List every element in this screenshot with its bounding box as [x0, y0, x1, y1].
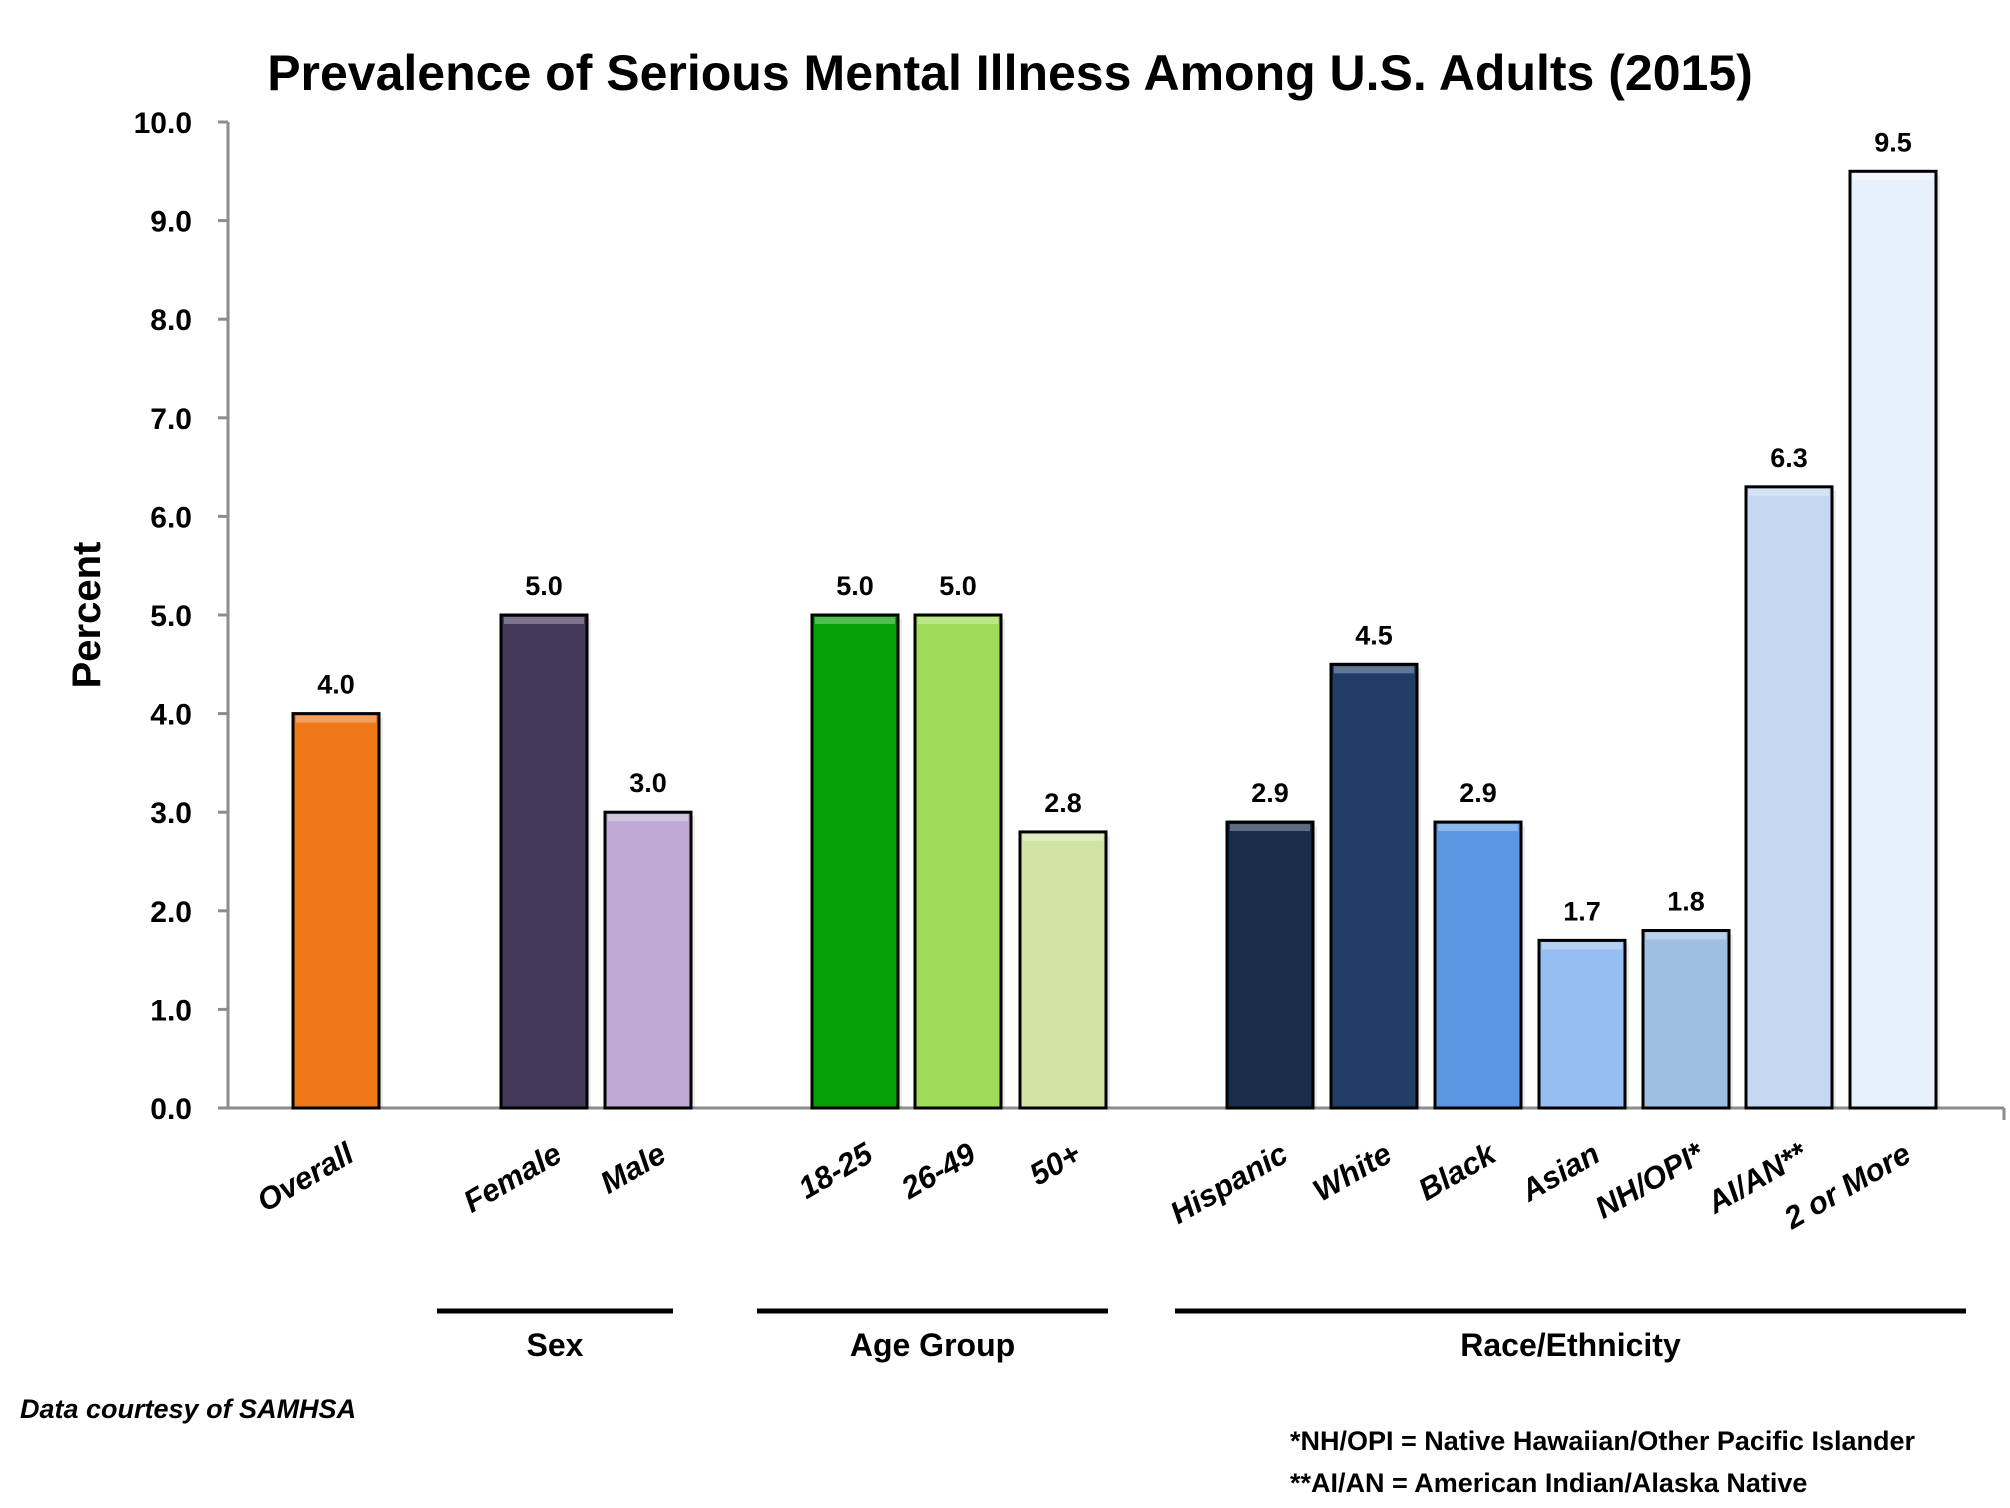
bar — [913, 613, 1003, 1110]
y-tick-label: 9.0 — [150, 206, 192, 239]
bar-2-or-more — [1848, 169, 1940, 1110]
category-label: Hispanic — [1164, 1136, 1293, 1231]
category-label: Male — [594, 1136, 671, 1201]
bars — [291, 169, 1940, 1110]
data-label: 4.5 — [1355, 620, 1393, 650]
y-tick-label: 5.0 — [150, 600, 192, 633]
y-axis-label: Percent — [65, 542, 109, 689]
bar-hispanic — [1225, 820, 1317, 1110]
y-tick-label: 10.0 — [134, 107, 192, 140]
data-label: 5.0 — [836, 571, 874, 601]
footnote-nhopi: *NH/OPI = Native Hawaiian/Other Pacific … — [1290, 1426, 1915, 1456]
data-label: 1.8 — [1667, 887, 1705, 917]
data-label: 2.9 — [1459, 778, 1497, 808]
group-brackets: Sex Age Group Race/Ethnicity — [437, 1308, 1966, 1363]
data-label: 2.8 — [1044, 788, 1082, 818]
y-tick-label: 7.0 — [150, 403, 192, 436]
data-label: 2.9 — [1251, 778, 1289, 808]
category-labels: Overall Female Male 18-25 26-49 50+ Hispanic Wh… — [251, 1135, 1917, 1237]
bar — [499, 613, 589, 1110]
y-tick-label: 6.0 — [150, 501, 192, 534]
bar-male — [603, 810, 695, 1110]
data-label: 6.3 — [1770, 443, 1808, 473]
category-label: NH/OPI* — [1589, 1135, 1711, 1226]
category-label: 50+ — [1023, 1136, 1086, 1193]
y-tick-label: 3.0 — [150, 797, 192, 830]
bar — [810, 613, 900, 1110]
bar-26-49 — [913, 613, 1005, 1110]
bar — [1018, 830, 1108, 1110]
group-label: Race/Ethnicity — [1460, 1327, 1681, 1363]
y-tick-label: 8.0 — [150, 304, 192, 337]
bar — [1744, 485, 1834, 1110]
footnote-aian: **AI/AN = American Indian/Alaska Native — [1290, 1468, 1807, 1498]
data-label: 1.7 — [1563, 896, 1601, 926]
y-tick-label: 2.0 — [150, 896, 192, 929]
bar-asian — [1537, 938, 1629, 1110]
bar — [603, 810, 693, 1110]
data-label: 4.0 — [317, 670, 355, 700]
bar-overall — [291, 712, 383, 1110]
bar-ai-an — [1744, 485, 1836, 1110]
category-label: Female — [457, 1136, 567, 1220]
bar-50 — [1018, 830, 1110, 1110]
bar-nh-opi — [1641, 929, 1733, 1110]
data-label: 5.0 — [525, 571, 563, 601]
category-label: Black — [1412, 1135, 1503, 1208]
group-label: Age Group — [850, 1327, 1015, 1363]
data-labels: 4.0 5.0 3.0 5.0 5.0 2.8 2.9 4.5 2.9 1.7 1.8 6.3 9.5 — [317, 127, 1912, 926]
bar — [1641, 929, 1731, 1110]
group-label: Sex — [527, 1327, 584, 1363]
data-label: 5.0 — [939, 571, 977, 601]
bar — [1433, 820, 1523, 1110]
data-label: 9.5 — [1874, 127, 1912, 157]
bar — [1225, 820, 1315, 1110]
y-tick-label: 0.0 — [150, 1093, 192, 1126]
bar-white — [1329, 662, 1421, 1110]
y-tick-label: 1.0 — [150, 994, 192, 1027]
source-note: Data courtesy of SAMHSA — [20, 1394, 356, 1424]
category-label: 18-25 — [792, 1135, 879, 1205]
chart-title: Prevalence of Serious Mental Illness Amo… — [267, 45, 1753, 101]
category-label: Overall — [251, 1135, 361, 1219]
bar — [1848, 169, 1938, 1110]
category-label: White — [1307, 1136, 1398, 1208]
bar-18-25 — [810, 613, 902, 1110]
bar — [1329, 662, 1419, 1110]
category-label: 26-49 — [894, 1135, 982, 1206]
bar — [1537, 938, 1627, 1110]
bar-female — [499, 613, 591, 1110]
data-label: 3.0 — [629, 768, 667, 798]
bar — [291, 712, 381, 1110]
bar-black — [1433, 820, 1525, 1110]
y-tick-label: 4.0 — [150, 699, 192, 732]
